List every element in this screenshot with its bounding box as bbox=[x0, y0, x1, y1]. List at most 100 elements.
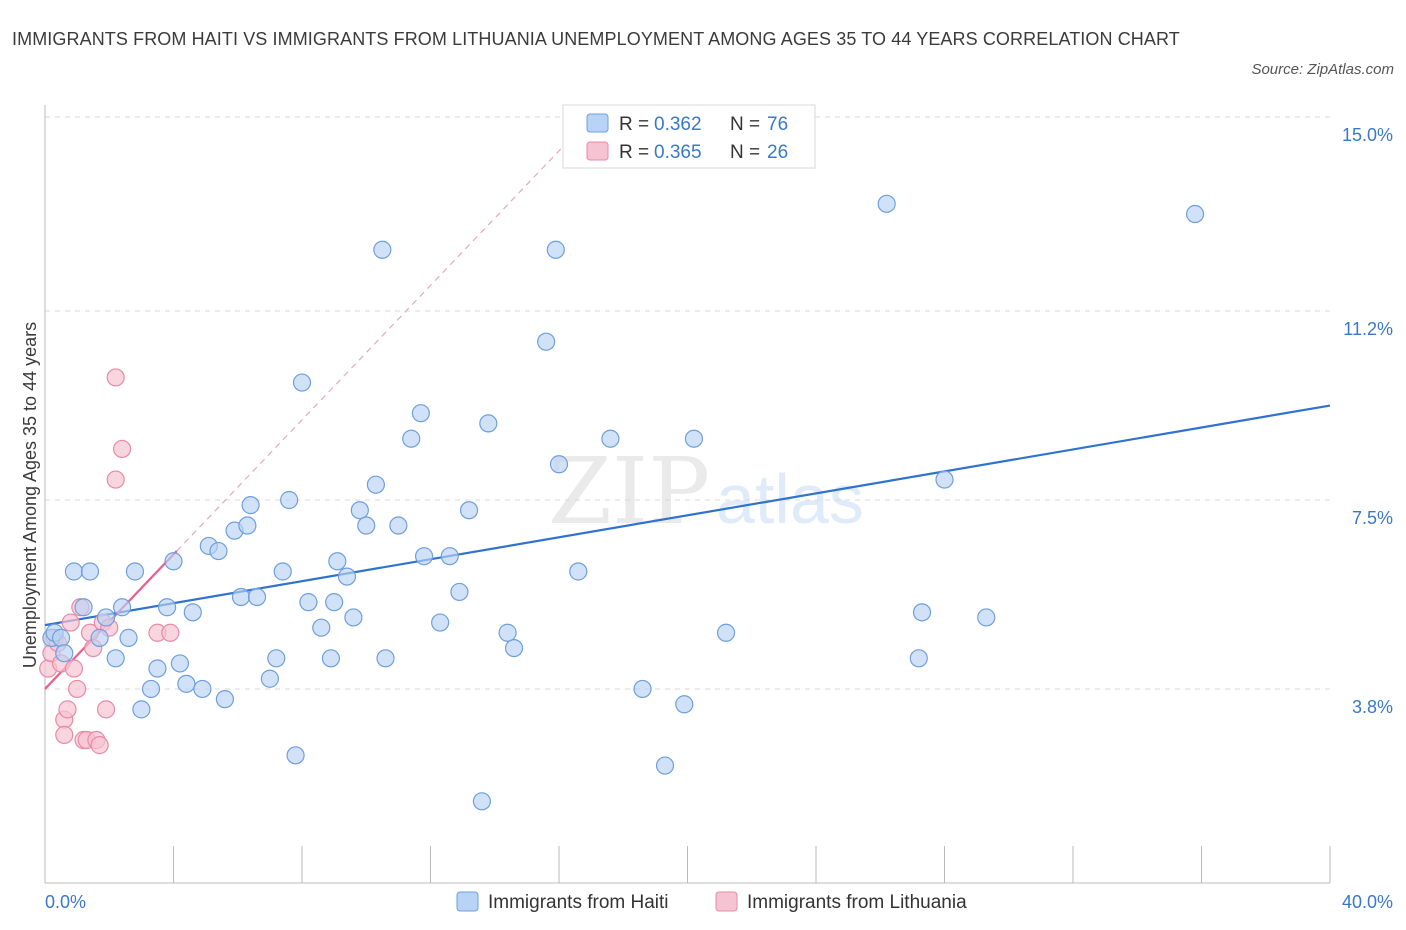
data-point-haiti bbox=[569, 562, 588, 581]
data-point-haiti bbox=[80, 562, 100, 581]
chart-title: IMMIGRANTS FROM HAITI VS IMMIGRANTS FROM… bbox=[12, 29, 1180, 49]
legend-swatch-lithuania bbox=[586, 141, 609, 161]
data-point-haiti bbox=[537, 332, 556, 351]
watermark: ZIP atlas bbox=[548, 438, 864, 545]
data-point-lithuania bbox=[96, 700, 116, 719]
data-point-lithuania bbox=[55, 725, 74, 745]
data-point-lithuania bbox=[68, 679, 87, 699]
data-point-haiti bbox=[247, 587, 267, 607]
data-point-haiti bbox=[459, 501, 479, 520]
data-point-haiti bbox=[141, 679, 161, 699]
data-point-haiti bbox=[177, 674, 196, 693]
data-point-haiti bbox=[231, 587, 251, 607]
data-point-haiti bbox=[106, 649, 125, 668]
source-label: Source: ZipAtlas.com bbox=[1251, 61, 1394, 78]
data-point-haiti bbox=[157, 598, 177, 617]
legend-n-value-lithuania: 26 bbox=[767, 142, 788, 163]
data-point-haiti bbox=[328, 552, 347, 571]
data-point-haiti bbox=[357, 516, 376, 535]
data-point-haiti bbox=[472, 792, 491, 811]
data-point-haiti bbox=[350, 501, 369, 520]
trend-line-lithuania-extension bbox=[176, 116, 592, 552]
data-point-lithuania bbox=[106, 368, 125, 387]
legend-r-label-haiti: R = bbox=[619, 114, 649, 135]
watermark-zip: ZIP bbox=[548, 438, 710, 545]
legend-r-value-lithuania: 0.365 bbox=[654, 142, 702, 163]
data-point-haiti bbox=[633, 679, 652, 699]
data-point-haiti bbox=[286, 746, 305, 765]
data-point-haiti bbox=[241, 496, 260, 515]
axes bbox=[44, 105, 1331, 884]
data-point-lithuania bbox=[64, 659, 84, 678]
data-point-haiti bbox=[684, 429, 704, 448]
y-tick-labels: 3.8% 7.5% 11.2% 15.0% bbox=[1342, 125, 1393, 717]
data-point-haiti bbox=[74, 598, 93, 617]
x-tick-label-max: 40.0% bbox=[1342, 892, 1393, 912]
bottom-legend-swatch-lithuania bbox=[715, 891, 738, 912]
data-point-haiti bbox=[312, 618, 331, 637]
data-point-haiti bbox=[373, 240, 392, 259]
data-point-haiti bbox=[402, 429, 421, 448]
data-point-haiti bbox=[292, 373, 312, 392]
series-lithuania-points bbox=[39, 368, 180, 755]
data-point-haiti bbox=[935, 470, 954, 489]
data-point-haiti bbox=[675, 695, 694, 714]
data-point-haiti bbox=[64, 562, 84, 581]
data-point-haiti bbox=[546, 240, 565, 259]
data-point-haiti bbox=[389, 516, 408, 535]
data-point-lithuania bbox=[58, 700, 77, 719]
data-point-haiti bbox=[376, 649, 395, 668]
data-point-haiti bbox=[321, 649, 341, 668]
watermark-atlas: atlas bbox=[716, 460, 864, 538]
data-point-haiti bbox=[238, 516, 257, 535]
bottom-legend-swatch-haiti bbox=[456, 891, 479, 912]
data-point-haiti bbox=[601, 429, 620, 448]
data-point-haiti bbox=[337, 567, 357, 586]
data-point-haiti bbox=[431, 613, 450, 632]
data-point-haiti bbox=[193, 679, 212, 699]
x-tick-label-min: 0.0% bbox=[45, 892, 86, 912]
bottom-legend-label-haiti: Immigrants from Haiti bbox=[488, 892, 669, 913]
data-point-haiti bbox=[504, 638, 524, 658]
legend-r-label-lithuania: R = bbox=[619, 142, 649, 163]
data-point-haiti bbox=[498, 623, 517, 642]
correlation-legend: R = 0.362 N = 76 R = 0.365 N = 26 bbox=[562, 104, 816, 169]
data-point-lithuania bbox=[106, 470, 125, 489]
bottom-legend-label-lithuania: Immigrants from Lithuania bbox=[747, 892, 967, 913]
data-point-haiti bbox=[280, 490, 299, 510]
data-point-haiti bbox=[260, 669, 279, 688]
data-point-haiti bbox=[267, 649, 286, 668]
data-point-haiti bbox=[325, 593, 344, 612]
data-point-haiti bbox=[479, 414, 498, 433]
data-point-haiti bbox=[716, 623, 736, 642]
series-legend: Immigrants from Haiti Immigrants from Li… bbox=[456, 891, 967, 913]
y-axis-title: Unemployment Among Ages 35 to 44 years bbox=[20, 322, 40, 668]
data-point-haiti bbox=[450, 582, 469, 602]
data-point-haiti bbox=[170, 654, 190, 673]
data-point-haiti bbox=[119, 628, 138, 647]
series-haiti-points bbox=[42, 194, 1205, 811]
data-point-haiti bbox=[344, 608, 363, 627]
data-point-haiti bbox=[414, 547, 434, 566]
data-point-haiti bbox=[164, 552, 183, 571]
y-tick-label: 11.2% bbox=[1343, 319, 1393, 339]
data-point-haiti bbox=[183, 603, 202, 622]
data-point-haiti bbox=[273, 562, 292, 581]
y-tick-label: 3.8% bbox=[1352, 697, 1393, 717]
data-point-haiti bbox=[299, 593, 318, 612]
data-point-lithuania bbox=[112, 439, 132, 459]
data-point-haiti bbox=[215, 690, 234, 709]
data-point-haiti bbox=[549, 455, 569, 474]
data-point-haiti bbox=[411, 404, 430, 423]
data-point-haiti bbox=[912, 603, 932, 622]
data-point-haiti bbox=[209, 541, 228, 561]
legend-n-label-lithuania: N = bbox=[730, 142, 760, 163]
data-point-haiti bbox=[909, 649, 928, 668]
data-point-lithuania bbox=[90, 736, 109, 755]
data-point-haiti bbox=[125, 562, 145, 581]
data-point-haiti bbox=[877, 194, 896, 213]
y-tick-label: 15.0% bbox=[1342, 125, 1393, 145]
y-tick-label: 7.5% bbox=[1352, 508, 1393, 528]
gridlines bbox=[45, 116, 1330, 690]
